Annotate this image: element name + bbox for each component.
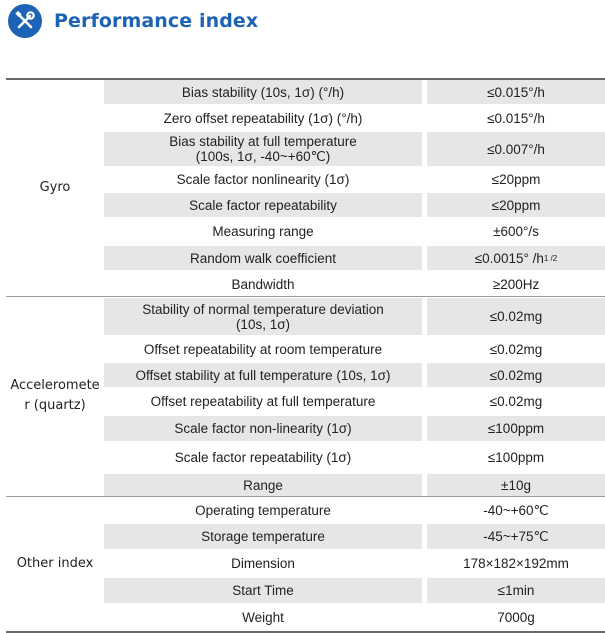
parameter-cell: Weight xyxy=(242,610,284,625)
group-label: Other index xyxy=(16,555,94,571)
parameter-cell: Scale factor non-linearity (1σ) xyxy=(104,416,422,441)
parameter-cell: Stability of normal temperature deviatio… xyxy=(104,298,422,335)
value-cell: 7000g xyxy=(497,610,535,625)
parameter-cell: Storage temperature xyxy=(104,524,422,549)
parameter-cell: Offset stability at full temperature (10… xyxy=(104,363,422,387)
value-cell: ≤0.007°/h xyxy=(427,132,605,166)
table-row: Random walk coefficient ≤0.0015° /h 1 /2 xyxy=(104,246,605,270)
table-bottom-rule xyxy=(6,631,605,633)
parameter-cell: Operating temperature xyxy=(195,502,331,518)
table-row: Offset stability at full temperature (10… xyxy=(104,363,605,387)
table-row: Zero offset repeatability (1σ) (°/h) ≤0.0… xyxy=(104,106,605,130)
value-cell: ≤0.02mg xyxy=(489,341,543,357)
value-cell: ≤0.015°/h xyxy=(427,80,605,104)
value-cell: -45~+75℃ xyxy=(427,524,605,549)
value-cell: 178×182×192mm xyxy=(463,556,569,571)
value-cell: ≤0.02mg xyxy=(427,298,605,335)
table-row: Stability of normal temperature deviatio… xyxy=(104,298,605,335)
parameter-cell: Dimension xyxy=(231,556,295,571)
header: Performance index xyxy=(8,4,258,38)
parameter-cell: Scale factor repeatability xyxy=(104,193,422,217)
group-label: Acceleromete r (quartz) xyxy=(10,378,100,413)
table-row: Bandwidth ≥200Hz xyxy=(104,272,605,296)
value-cell: ≤20ppm xyxy=(427,193,605,217)
value-cell: ≤0.015°/h xyxy=(487,110,545,126)
value-cell: ≤0.02mg xyxy=(427,363,605,387)
group-divider xyxy=(6,296,605,297)
table-row: Offset repeatability at full temperature… xyxy=(104,389,605,414)
table-row: Bias stability at full temperature (100s,… xyxy=(104,132,605,166)
table-row: Bias stability (10s, 1σ) (°/h) ≤0.015°/h xyxy=(104,80,605,104)
value-cell: ≤100ppm xyxy=(487,450,545,465)
table-row: Storage temperature -45~+75℃ xyxy=(104,524,605,549)
parameter-cell: Random walk coefficient xyxy=(104,246,422,270)
parameter-cell: Zero offset repeatability (1σ) (°/h) xyxy=(163,110,363,126)
table-row: Scale factor repeatability ≤20ppm xyxy=(104,193,605,217)
table-row: Scale factor non-linearity (1σ) ≤100ppm xyxy=(104,416,605,441)
parameter-cell: Offset repeatability at room temperature xyxy=(143,341,383,357)
parameter-cell: Measuring range xyxy=(212,224,314,239)
group-divider xyxy=(6,496,605,497)
table-row: Measuring range ±600°/s xyxy=(104,219,605,244)
wrench-screwdriver-icon xyxy=(8,4,42,38)
table-row: Range ±10g xyxy=(104,474,605,496)
value-cell: -40~+60℃ xyxy=(483,502,549,518)
value-cell: ≥200Hz xyxy=(492,276,540,292)
parameter-cell: Range xyxy=(104,474,422,496)
table-row: Dimension 178×182×192mm xyxy=(104,551,605,576)
table-top-rule xyxy=(6,78,605,80)
value-cell: ≤20ppm xyxy=(491,172,541,187)
table-row: Scale factor repeatability (1σ) ≤100ppm xyxy=(104,443,605,472)
parameter-cell: Scale factor repeatability (1σ) xyxy=(174,450,352,465)
value-cell: ≤0.0015° /h 1 /2 xyxy=(427,246,605,270)
parameter-cell: Start Time xyxy=(104,578,422,603)
value-cell: ≤100ppm xyxy=(427,416,605,441)
parameter-cell: Scale factor nonlinearity (1σ) xyxy=(176,172,350,187)
table-row: Operating temperature -40~+60℃ xyxy=(104,498,605,522)
parameter-cell: Bandwidth xyxy=(231,276,295,292)
value-cell: ±600°/s xyxy=(493,224,539,239)
parameter-cell: Bias stability at full temperature (100s,… xyxy=(104,132,422,166)
page-title: Performance index xyxy=(54,10,259,32)
value-cell: ±10g xyxy=(427,474,605,496)
table-row: Scale factor nonlinearity (1σ) ≤20ppm xyxy=(104,168,605,191)
parameter-cell: Bias stability (10s, 1σ) (°/h) xyxy=(104,80,422,104)
parameter-cell: Offset repeatability at full temperature xyxy=(150,394,376,409)
table-row: Offset repeatability at room temperature… xyxy=(104,337,605,361)
group-label: Gyro xyxy=(39,180,71,195)
value-superscript: 1 /2 xyxy=(543,253,558,263)
table-row: Start Time ≤1min xyxy=(104,578,605,603)
value-cell: ≤0.02mg xyxy=(489,394,543,409)
table-row: Weight 7000g xyxy=(104,605,605,630)
value-cell: ≤1min xyxy=(427,578,605,603)
